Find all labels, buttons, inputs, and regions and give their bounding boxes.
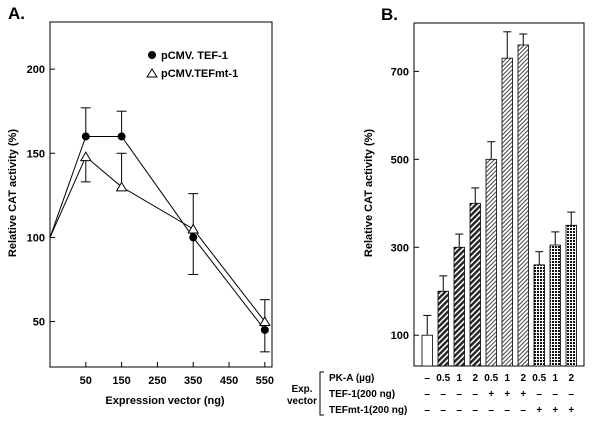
panel-b-plot-frame [413,22,585,367]
table-cell: – [520,405,526,416]
table-cell: 1 [456,373,462,384]
panel-a-y-ticks: 50 100 150 200 [27,64,55,329]
panel-a-plot-frame [49,21,273,368]
table-cell: 0.5 [532,373,546,384]
table-cell: 2 [472,373,478,384]
panel-a-y-tick-label: 50 [33,317,45,329]
panel-a-point-circle [189,233,198,242]
panel-b-y-axis-label: Relative CAT activity (%) [363,129,375,258]
panel-b-y-tick-label: 300 [391,242,409,254]
table-cell: + [488,389,494,400]
legend-filled-circle-marker [148,51,156,59]
legend-open-triangle-marker [146,68,158,78]
table-cells: –0.5 1 2 0.5 1 2 0.5 1 2– – – – + + + – – –– – – – – – – + + + [424,373,574,416]
table-cell: + [520,389,526,400]
table-cell: 2 [520,373,526,384]
table-cell: 0.5 [484,373,498,384]
panel-a-point-triangle [258,316,271,327]
panel-a-x-axis-label: Expression vector (ng) [105,395,225,407]
panel-a-point-circle [81,132,90,141]
panel-a-y-axis-label: Relative CAT activity (%) [7,129,19,258]
panel-b-bar [549,244,561,367]
panel-a-y-tick-label: 150 [27,148,45,160]
panel-b-bar [421,334,433,367]
table-cell: – [488,405,494,416]
panel-a-series-line-2 [49,155,266,322]
panel-b-bar [533,264,545,367]
panel-b-y-ticks: 100 300 500 700 [391,66,419,342]
panel-a-x-ticks: 50 150 250 350 450 550 [80,362,274,387]
panel-a-label: A. [8,4,25,23]
panel-b-label: B. [381,5,398,24]
table-cell: + [504,389,510,400]
panel-b-bar [517,44,529,367]
panel-b-bar [453,246,465,367]
table-cell: + [536,405,542,416]
table-cell: – [424,373,430,384]
table-bracket [319,371,324,416]
table-cell: 1 [504,373,510,384]
legend-series-1-label: pCMV. TEF-1 [161,50,228,62]
panel-a-point-circle [260,325,269,334]
panel-a-point-triangle [115,181,128,192]
panel-a-point-triangle [187,223,200,234]
table-cell: – [440,405,446,416]
exp-vector-label-line-2: vector [287,396,317,407]
panel-b-bar [501,57,513,367]
table-cell: 0.5 [436,373,450,384]
row-label-tef1: TEF-1(200 ng) [329,389,395,400]
table-cell: – [504,405,510,416]
table-cell: 2 [568,373,574,384]
panel-a-x-tick-label: 450 [220,375,238,387]
table-cell: + [568,405,574,416]
panel-a-legend: pCMV. TEF-1 pCMV.TEFmt-1 [146,50,238,80]
table-cell: – [456,389,462,400]
panel-a-x-tick-label: 350 [184,375,202,387]
panel-a-y-tick-label: 100 [27,232,45,244]
panel-b-bar [437,290,449,367]
panel-b-bars [421,31,577,367]
panel-b: B. 100 300 500 700 Relative CAT activity (%… [287,5,585,416]
table-cell: – [424,389,430,400]
panel-b-y-tick-label: 100 [391,330,409,342]
row-label-tefmt1: TEFmt-1(200 ng) [329,405,407,416]
exp-vector-label-line-1: Exp. [291,384,312,395]
panel-b-bar [469,202,481,367]
table-cell: – [472,389,478,400]
table-cell: 1 [552,373,558,384]
panel-b-bar [565,224,577,367]
table-cell: – [472,405,478,416]
panel-a: A. 50 100 150 200 50 150 250 350 450 550 Relativ… [7,4,274,407]
panel-b-bar [485,158,497,367]
table-cell: – [536,389,542,400]
table-cell: – [440,389,446,400]
table-cell: – [568,389,574,400]
panel-a-x-tick-label: 550 [256,375,274,387]
table-cell: + [552,405,558,416]
panel-a-x-tick-label: 50 [80,375,92,387]
row-label-pka: PK-A (µg) [329,373,374,384]
legend-series-2-label: pCMV.TEFmt-1 [161,68,238,80]
panel-a-point-triangle [79,151,92,162]
panel-a-point-circle [117,132,126,141]
panel-b-y-tick-label: 700 [391,66,409,78]
panel-a-x-tick-label: 250 [148,375,166,387]
panel-b-y-tick-label: 500 [391,154,409,166]
table-cell: – [424,405,430,416]
table-cell: – [456,405,462,416]
panel-b-condition-table: Exp. vector PK-A (µg) TEF-1(200 ng) TEFm… [287,371,574,416]
panel-a-series [49,107,271,353]
panel-a-y-tick-label: 200 [27,64,45,76]
panel-a-x-tick-label: 150 [112,375,130,387]
table-cell: – [552,389,558,400]
